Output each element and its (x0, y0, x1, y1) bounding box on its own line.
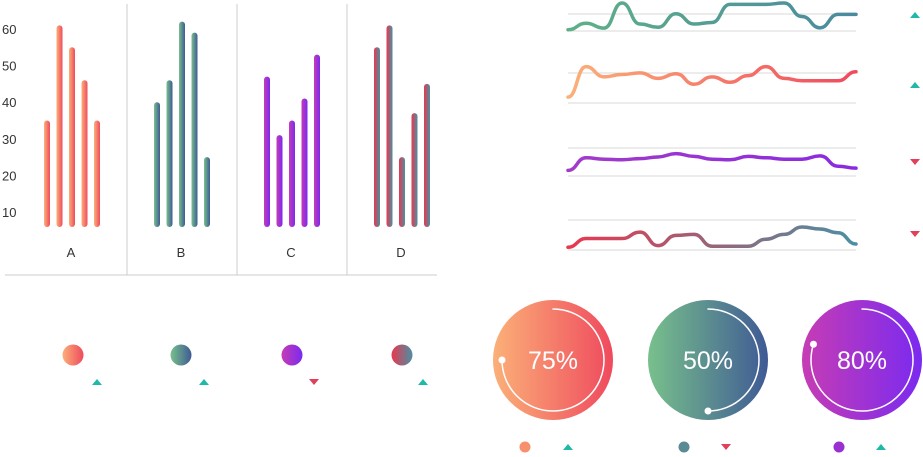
bar-group-b (154, 21, 210, 228)
gauge-disc (648, 300, 768, 420)
bar (276, 135, 283, 227)
gauge-progress-arc (707, 308, 760, 412)
trend-up-icon (92, 379, 102, 385)
bar (191, 32, 198, 228)
legend-dot (391, 344, 413, 366)
series-line (566, 225, 858, 249)
bar (386, 25, 393, 228)
legend-dot (519, 441, 531, 453)
trend-up-icon (199, 379, 209, 385)
legend-dot (62, 344, 84, 366)
series-line (566, 64, 858, 99)
legend-item-c (281, 344, 319, 385)
y-tick-label: 40 (2, 95, 16, 110)
bar (44, 120, 50, 227)
bar-groups (44, 4, 430, 275)
legend-item-d (391, 344, 428, 385)
gauge-value-label: 75% (528, 347, 578, 375)
legend-dot (833, 441, 845, 453)
sparkline-4 (566, 219, 920, 251)
y-tick-label: 10 (2, 205, 16, 220)
gauge-legend-1 (519, 441, 573, 453)
gauge-progress-arc (501, 308, 605, 412)
x-tick-label: A (67, 245, 76, 260)
bar (56, 25, 63, 228)
trend-up-icon (910, 82, 920, 88)
gauge-value-label: 80% (837, 347, 887, 375)
bar (314, 54, 320, 227)
sparkline-1 (566, 1, 920, 32)
gauge-1: 75% (493, 300, 613, 420)
legend-item-b (170, 344, 209, 385)
bar-legend (62, 344, 428, 385)
legend-item-a (62, 344, 102, 385)
trend-down-icon (309, 379, 319, 385)
bar (374, 47, 380, 228)
bar (179, 21, 185, 227)
gauge-progress-knob (809, 340, 817, 348)
y-tick-label: 60 (2, 22, 16, 37)
bar (166, 80, 173, 227)
y-tick-label: 30 (2, 132, 16, 147)
bar-chart: 10 20 30 40 50 60 A B C D (2, 4, 437, 276)
legend-dot (170, 344, 192, 366)
legend-dot (281, 344, 303, 366)
bar-group-c (264, 54, 320, 228)
trend-up-icon (910, 12, 920, 18)
line-chart (566, 1, 920, 251)
y-tick-label: 20 (2, 168, 16, 183)
trend-up-icon (418, 379, 428, 385)
trend-down-icon (721, 444, 731, 450)
bar (301, 98, 308, 228)
bar (81, 80, 88, 227)
x-tick-label: D (396, 245, 405, 260)
x-tick-label: B (177, 245, 186, 260)
x-axis-ticks: A B C D (67, 245, 406, 260)
sparkline-3 (566, 147, 920, 177)
bar (264, 76, 270, 227)
bar (289, 120, 295, 227)
trend-down-icon (910, 159, 920, 165)
y-axis-ticks: 10 20 30 40 50 60 (2, 22, 16, 220)
gauge-value-label: 50% (683, 347, 733, 375)
bar (204, 157, 210, 227)
gauge-disc (802, 300, 922, 420)
bar-group-d (374, 25, 430, 228)
gauge-legend-3 (833, 441, 886, 453)
y-tick-label: 50 (2, 59, 16, 74)
gauge-progress-knob (498, 356, 506, 364)
gauge-charts: 75% 50% 80% (493, 300, 922, 453)
x-tick-label: C (286, 245, 295, 260)
trend-up-icon (876, 444, 886, 450)
bar (399, 157, 405, 227)
legend-dot (678, 441, 690, 453)
sparkline-2 (566, 64, 920, 104)
gauge-2: 50% (648, 300, 768, 420)
series-line (566, 151, 858, 173)
gauge-legend-2 (678, 441, 731, 453)
bar-group-a (44, 25, 100, 228)
gauge-disc (493, 300, 613, 420)
trend-up-icon (563, 444, 573, 450)
bar (154, 102, 160, 227)
bar (411, 113, 418, 227)
gauge-progress-knob (704, 407, 712, 415)
bar (424, 83, 430, 228)
gauge-progress-arc (810, 308, 914, 412)
bar (94, 120, 100, 227)
gauge-3: 80% (802, 300, 922, 420)
trend-down-icon (910, 231, 920, 237)
series-line (566, 1, 858, 32)
bar (69, 47, 75, 228)
